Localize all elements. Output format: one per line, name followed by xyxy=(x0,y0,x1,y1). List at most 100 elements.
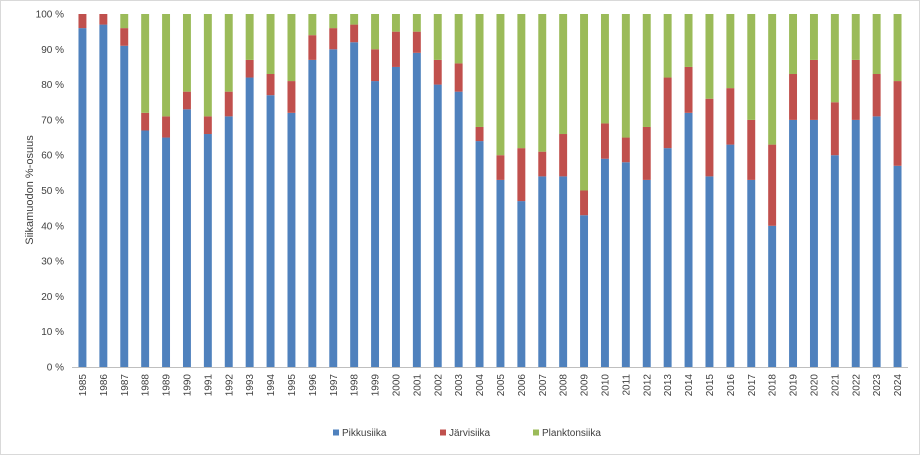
bar-segment-pikkusiika-1995 xyxy=(287,112,296,367)
bar-segment-pikkusiika-1990 xyxy=(182,109,191,367)
bar-segment-planktonsiika-2007 xyxy=(538,14,547,152)
bar-segment-planktonsiika-2020 xyxy=(809,14,818,60)
x-tick-label: 2014 xyxy=(684,374,695,397)
bar-segment-pikkusiika-2011 xyxy=(621,162,630,367)
bar-segment-pikkusiika-1987 xyxy=(120,45,129,368)
y-tick-label: 30 % xyxy=(41,257,64,268)
bar-segment-järvisiika-1988 xyxy=(141,112,150,131)
x-tick-label: 2004 xyxy=(475,374,486,397)
x-tick-label: 2023 xyxy=(872,374,883,397)
bar-segment-pikkusiika-2018 xyxy=(768,225,777,367)
bar-segment-pikkusiika-2023 xyxy=(872,116,881,368)
bar-segment-järvisiika-2020 xyxy=(809,59,818,120)
bar-segment-pikkusiika-1999 xyxy=(371,81,380,367)
bar-segment-planktonsiika-1993 xyxy=(245,14,254,60)
bar-segment-planktonsiika-2021 xyxy=(830,14,839,103)
bars xyxy=(78,14,902,368)
bar-segment-planktonsiika-2017 xyxy=(747,14,756,120)
bar-segment-pikkusiika-2020 xyxy=(809,119,818,368)
bar-segment-planktonsiika-1990 xyxy=(182,14,191,92)
bar-segment-järvisiika-1999 xyxy=(371,49,380,82)
bar-segment-planktonsiika-1996 xyxy=(308,14,317,36)
x-tick-label: 2002 xyxy=(433,374,444,397)
bar-segment-planktonsiika-2009 xyxy=(580,14,589,191)
y-tick-label: 0 % xyxy=(47,363,64,374)
bar-segment-järvisiika-1994 xyxy=(266,74,275,96)
bar-segment-pikkusiika-1989 xyxy=(162,137,171,367)
x-tick-label: 2013 xyxy=(663,374,674,397)
bar-segment-planktonsiika-2024 xyxy=(893,14,902,82)
bar-segment-järvisiika-2016 xyxy=(726,88,735,145)
bar-segment-planktonsiika-2005 xyxy=(496,14,505,156)
x-tick-label: 1990 xyxy=(182,374,193,397)
bar-segment-planktonsiika-2006 xyxy=(517,14,526,149)
x-tick-label: 2007 xyxy=(538,374,549,397)
x-tick-label: 2005 xyxy=(496,374,507,397)
bar-segment-pikkusiika-2013 xyxy=(663,148,672,367)
x-tick-label: 2024 xyxy=(893,374,904,397)
x-tick-label: 2000 xyxy=(391,374,402,397)
bar-segment-planktonsiika-2014 xyxy=(684,14,693,67)
bar-segment-järvisiika-1990 xyxy=(182,91,191,110)
bar-segment-pikkusiika-1997 xyxy=(329,49,338,368)
bar-segment-järvisiika-2002 xyxy=(433,59,442,85)
bar-segment-pikkusiika-2007 xyxy=(538,176,547,367)
bar-segment-järvisiika-1991 xyxy=(203,116,212,135)
bar-segment-pikkusiika-2004 xyxy=(475,141,484,367)
bar-segment-järvisiika-2024 xyxy=(893,81,902,166)
bar-segment-järvisiika-1997 xyxy=(329,28,338,50)
bar-segment-järvisiika-2013 xyxy=(663,77,672,149)
x-tick-label: 2012 xyxy=(642,374,653,397)
bar-segment-järvisiika-1996 xyxy=(308,35,317,60)
bar-segment-järvisiika-2010 xyxy=(600,123,609,159)
bar-segment-järvisiika-1992 xyxy=(224,91,233,117)
y-axis-ticks: 0 % 10 % 20 % 30 % 40 % 50 % 60 % 70 % 80 % 90 % 1… xyxy=(36,10,64,374)
legend-swatch-planktonsiika xyxy=(533,429,539,436)
bar-segment-pikkusiika-2005 xyxy=(496,179,505,367)
x-tick-label: 2001 xyxy=(412,374,423,397)
bar-segment-pikkusiika-2006 xyxy=(517,201,526,367)
bar-segment-järvisiika-2005 xyxy=(496,155,505,180)
x-tick-label: 2022 xyxy=(851,374,862,397)
bar-segment-planktonsiika-1999 xyxy=(371,14,380,50)
bar-segment-pikkusiika-1991 xyxy=(203,134,212,367)
x-tick-label: 1988 xyxy=(141,374,152,397)
bar-segment-järvisiika-2011 xyxy=(621,137,630,163)
bar-segment-planktonsiika-1989 xyxy=(162,14,171,117)
legend-label-planktonsiika: Planktonsiika xyxy=(542,428,601,439)
x-tick-label: 2015 xyxy=(705,374,716,397)
x-tick-label: 1994 xyxy=(266,374,277,397)
bar-segment-järvisiika-2003 xyxy=(454,63,463,92)
bar-segment-pikkusiika-2012 xyxy=(642,179,651,367)
bar-segment-järvisiika-2008 xyxy=(559,134,568,177)
x-tick-label: 1997 xyxy=(329,374,340,397)
x-tick-label: 2021 xyxy=(830,374,841,397)
x-tick-label: 2006 xyxy=(517,374,528,397)
bar-segment-planktonsiika-1991 xyxy=(203,14,212,117)
x-tick-label: 1985 xyxy=(78,374,89,397)
x-tick-label: 1986 xyxy=(99,374,110,397)
bar-segment-pikkusiika-2019 xyxy=(789,119,798,368)
bar-segment-järvisiika-1987 xyxy=(120,28,129,46)
bar-segment-pikkusiika-2003 xyxy=(454,91,463,367)
bar-segment-pikkusiika-1993 xyxy=(245,77,254,367)
bar-segment-planktonsiika-1988 xyxy=(141,14,150,113)
y-tick-label: 60 % xyxy=(41,151,64,162)
bar-segment-järvisiika-1998 xyxy=(350,24,359,43)
bar-segment-järvisiika-2015 xyxy=(705,98,714,177)
y-tick-label: 10 % xyxy=(41,327,64,338)
bar-segment-pikkusiika-1998 xyxy=(350,42,359,368)
bar-segment-planktonsiika-2002 xyxy=(433,14,442,60)
bar-segment-planktonsiika-2013 xyxy=(663,14,672,78)
x-tick-label: 1992 xyxy=(224,374,235,397)
x-tick-label: 1995 xyxy=(287,374,298,397)
bar-segment-järvisiika-2009 xyxy=(580,190,589,216)
bar-segment-pikkusiika-2009 xyxy=(580,215,589,367)
bar-segment-järvisiika-2007 xyxy=(538,151,547,177)
bar-segment-pikkusiika-1994 xyxy=(266,95,275,367)
bar-segment-pikkusiika-1996 xyxy=(308,59,317,367)
bar-segment-pikkusiika-1985 xyxy=(78,28,87,368)
x-tick-label: 1998 xyxy=(350,374,361,397)
y-tick-label: 20 % xyxy=(41,292,64,303)
